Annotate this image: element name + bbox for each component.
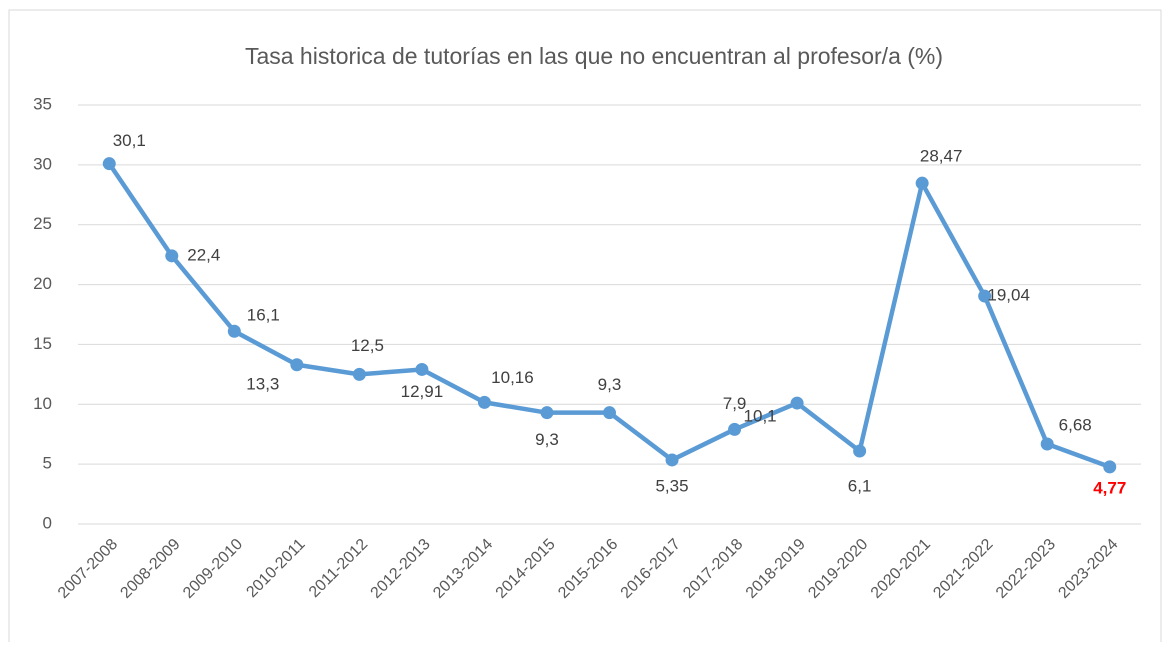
- data-label: 10,1: [744, 407, 777, 426]
- point: [665, 453, 679, 467]
- y-tick-label: 30: [33, 154, 52, 173]
- data-label: 12,5: [351, 336, 384, 355]
- data-label: 13,3: [246, 374, 279, 393]
- point: [915, 176, 929, 190]
- point: [728, 422, 742, 436]
- point: [227, 324, 241, 338]
- y-tick-label: 20: [33, 274, 52, 293]
- y-tick-label: 25: [33, 214, 52, 233]
- y-tick-label: 5: [43, 454, 52, 473]
- data-label: 30,1: [113, 131, 146, 150]
- data-label: 4,77: [1093, 478, 1126, 497]
- data-label: 10,16: [491, 368, 534, 387]
- chart-border: [8, 9, 1162, 647]
- point: [477, 395, 491, 409]
- point: [853, 444, 867, 458]
- data-label: 6,68: [1059, 416, 1092, 435]
- point: [290, 358, 304, 372]
- point: [603, 406, 616, 420]
- data-label: 28,47: [920, 147, 963, 166]
- data-label: 19,04: [987, 286, 1030, 305]
- point: [165, 249, 179, 263]
- data-label: 12,91: [401, 382, 444, 401]
- y-tick-label: 0: [43, 513, 52, 532]
- y-tick-label: 10: [33, 394, 52, 413]
- point: [102, 157, 116, 171]
- chart-title: Tasa historica de tutorías en las que no…: [245, 43, 943, 69]
- point: [1103, 460, 1117, 474]
- data-label: 22,4: [187, 245, 220, 264]
- data-label: 9,3: [535, 430, 559, 449]
- y-tick-label: 15: [33, 334, 52, 353]
- data-label: 6,1: [848, 476, 872, 495]
- point: [790, 396, 804, 410]
- data-label: 16,1: [247, 306, 280, 325]
- point: [540, 406, 554, 420]
- data-label: 5,35: [655, 476, 688, 495]
- data-label: 9,3: [598, 375, 622, 394]
- point: [352, 367, 366, 381]
- point: [415, 362, 429, 376]
- data-label: 7,9: [723, 394, 747, 413]
- y-tick-label: 35: [33, 94, 52, 113]
- point: [1040, 437, 1054, 451]
- point: [978, 289, 992, 303]
